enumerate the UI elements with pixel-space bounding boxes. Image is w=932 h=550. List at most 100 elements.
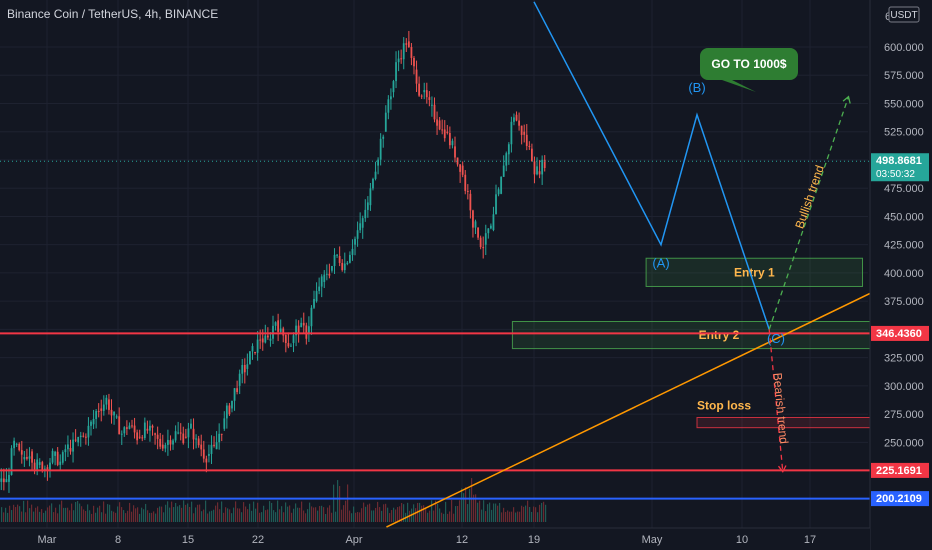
candle-body <box>415 69 418 84</box>
candle-body <box>108 399 110 410</box>
candle-body <box>390 96 392 100</box>
volume-bar <box>515 512 517 522</box>
volume-bar <box>307 509 309 522</box>
volume-bar <box>349 510 351 522</box>
candle-body <box>231 400 233 409</box>
candle-body <box>466 190 469 192</box>
candle-body <box>310 307 313 327</box>
candle-body <box>141 437 144 439</box>
volume-bar <box>103 501 105 522</box>
candle-body <box>405 43 408 45</box>
candle-body <box>13 440 15 449</box>
volume-bar <box>267 509 269 522</box>
volume-bar <box>113 511 115 522</box>
volume-bar <box>493 503 495 522</box>
volume-bar <box>199 504 201 522</box>
candle-body <box>523 131 526 135</box>
candle-body <box>167 439 169 445</box>
volume-bar <box>69 510 71 522</box>
volume-bar <box>503 507 505 522</box>
price-badge <box>871 153 929 182</box>
candle-body <box>154 433 156 435</box>
candle-body <box>177 432 180 434</box>
candle-body <box>515 114 518 121</box>
volume-bar <box>167 501 169 522</box>
volume-bar <box>529 506 531 522</box>
volume-bar <box>445 501 447 522</box>
candle-body <box>313 298 315 308</box>
candle-body <box>202 449 205 459</box>
volume-bar <box>329 505 331 522</box>
candle-body <box>541 159 544 175</box>
volume-bar <box>489 502 491 522</box>
volume-bar <box>361 508 363 522</box>
candle-body <box>38 462 41 465</box>
volume-bar <box>123 510 125 522</box>
volume-bar <box>443 513 445 522</box>
candle-body <box>192 428 195 440</box>
candle-body <box>233 388 236 401</box>
candle-body <box>331 266 333 271</box>
volume-bar <box>343 505 345 522</box>
volume-bar <box>303 510 305 522</box>
x-tick-label: 17 <box>804 534 816 546</box>
volume-bar <box>137 507 139 522</box>
volume-bar <box>131 511 133 522</box>
volume-bar <box>487 504 489 522</box>
y-tick-label: 475.000 <box>884 183 924 195</box>
candle-body <box>536 166 538 175</box>
candle-body <box>451 140 454 146</box>
candle-body <box>169 440 172 445</box>
volume-bar <box>309 502 311 522</box>
volume-bar <box>353 506 355 522</box>
volume-bar <box>377 501 379 522</box>
candle-body <box>266 335 269 338</box>
volume-bar <box>79 503 81 522</box>
volume-bar <box>433 510 435 522</box>
volume-bar <box>163 512 165 522</box>
wave-label: (C) <box>767 331 785 346</box>
candle-body <box>402 43 405 60</box>
volume-bar <box>129 502 131 522</box>
candle-body <box>464 174 467 191</box>
candle-body <box>87 425 90 438</box>
volume-bar <box>367 504 369 522</box>
candle-body <box>161 444 164 449</box>
volume-bar <box>285 502 287 522</box>
candle-body <box>100 408 103 411</box>
volume-bar <box>301 501 303 522</box>
volume-bar <box>209 511 211 522</box>
volume-bar <box>511 511 513 522</box>
volume-bar <box>451 500 453 522</box>
candle-body <box>518 120 520 126</box>
candle-body <box>82 435 85 437</box>
candle-body <box>318 286 321 292</box>
price-badge-label: 200.2109 <box>876 493 922 505</box>
volume-bar <box>155 513 157 522</box>
candle-body <box>72 439 74 452</box>
volume-bar <box>89 510 91 522</box>
candle-body <box>156 434 159 439</box>
candle-body <box>220 433 223 435</box>
volume-bar <box>355 512 357 522</box>
volume-bar <box>159 506 161 522</box>
projection-line <box>768 329 784 472</box>
candle-body <box>492 214 495 230</box>
candle-body <box>118 416 121 435</box>
volume-bar <box>231 513 233 522</box>
candle-body <box>223 418 226 429</box>
volume-bar <box>277 500 279 522</box>
candle-body <box>287 343 290 347</box>
price-badge-countdown: 03:50:32 <box>876 169 915 180</box>
volume-bar <box>173 507 175 522</box>
x-tick-label: 10 <box>736 534 748 546</box>
volume-bar <box>275 512 277 522</box>
volume-bar <box>531 511 533 522</box>
zone-entry-2 <box>511 320 927 350</box>
volume-bar <box>369 503 371 522</box>
candle-body <box>346 262 349 264</box>
callout-text: GO TO 1000$ <box>711 57 786 71</box>
volume-bar <box>545 504 547 522</box>
candle-body <box>184 436 187 438</box>
